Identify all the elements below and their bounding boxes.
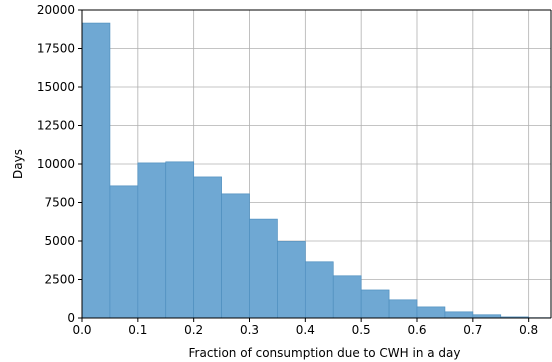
y-tick-label: 12500 — [37, 119, 75, 133]
histogram-bar — [165, 161, 195, 319]
histogram-bar — [304, 261, 334, 319]
x-tick-label: 0.2 — [184, 323, 203, 337]
x-tick-label: 0.5 — [352, 323, 371, 337]
y-tick-label: 7500 — [44, 196, 75, 210]
y-axis-label: Days — [11, 149, 25, 179]
y-tick-label: 5000 — [44, 234, 75, 248]
x-tick-label: 0.1 — [128, 323, 147, 337]
histogram-bar — [221, 193, 250, 319]
x-tick-label: 0.4 — [296, 323, 315, 337]
x-tick-label: 0.8 — [519, 323, 538, 337]
y-tick-label: 15000 — [37, 80, 75, 94]
histogram-bar — [332, 275, 362, 319]
x-tick-label: 0.3 — [240, 323, 259, 337]
y-tick-label: 10000 — [37, 157, 75, 171]
y-tick-label: 2500 — [44, 273, 75, 287]
histogram-bar — [388, 299, 418, 319]
histogram-bars — [81, 22, 552, 319]
y-tick-label: 17500 — [37, 42, 75, 56]
histogram-bar — [193, 176, 222, 319]
x-tick-label: 0.7 — [463, 323, 482, 337]
y-tick-label: 0 — [67, 311, 75, 325]
histogram-bar — [277, 241, 306, 319]
histogram-bar — [81, 22, 111, 319]
x-axis-label: Fraction of consumption due to CWH in a … — [189, 346, 461, 360]
x-tick-label: 0.0 — [72, 323, 91, 337]
y-tick-label: 20000 — [37, 3, 75, 17]
histogram-bar — [137, 162, 167, 319]
histogram-bar — [444, 311, 474, 319]
histogram-bar — [249, 218, 278, 319]
histogram-bar — [416, 306, 446, 319]
x-tick-labels: 0.0 0.1 0.2 0.3 0.4 0.5 0.6 0.7 0.8 — [72, 318, 538, 337]
histogram-bar — [109, 185, 139, 319]
histogram-bar — [360, 289, 390, 319]
y-tick-labels: 0 2500 5000 7500 10000 12500 15000 17500 20000 — [37, 3, 82, 325]
x-tick-label: 0.6 — [407, 323, 426, 337]
